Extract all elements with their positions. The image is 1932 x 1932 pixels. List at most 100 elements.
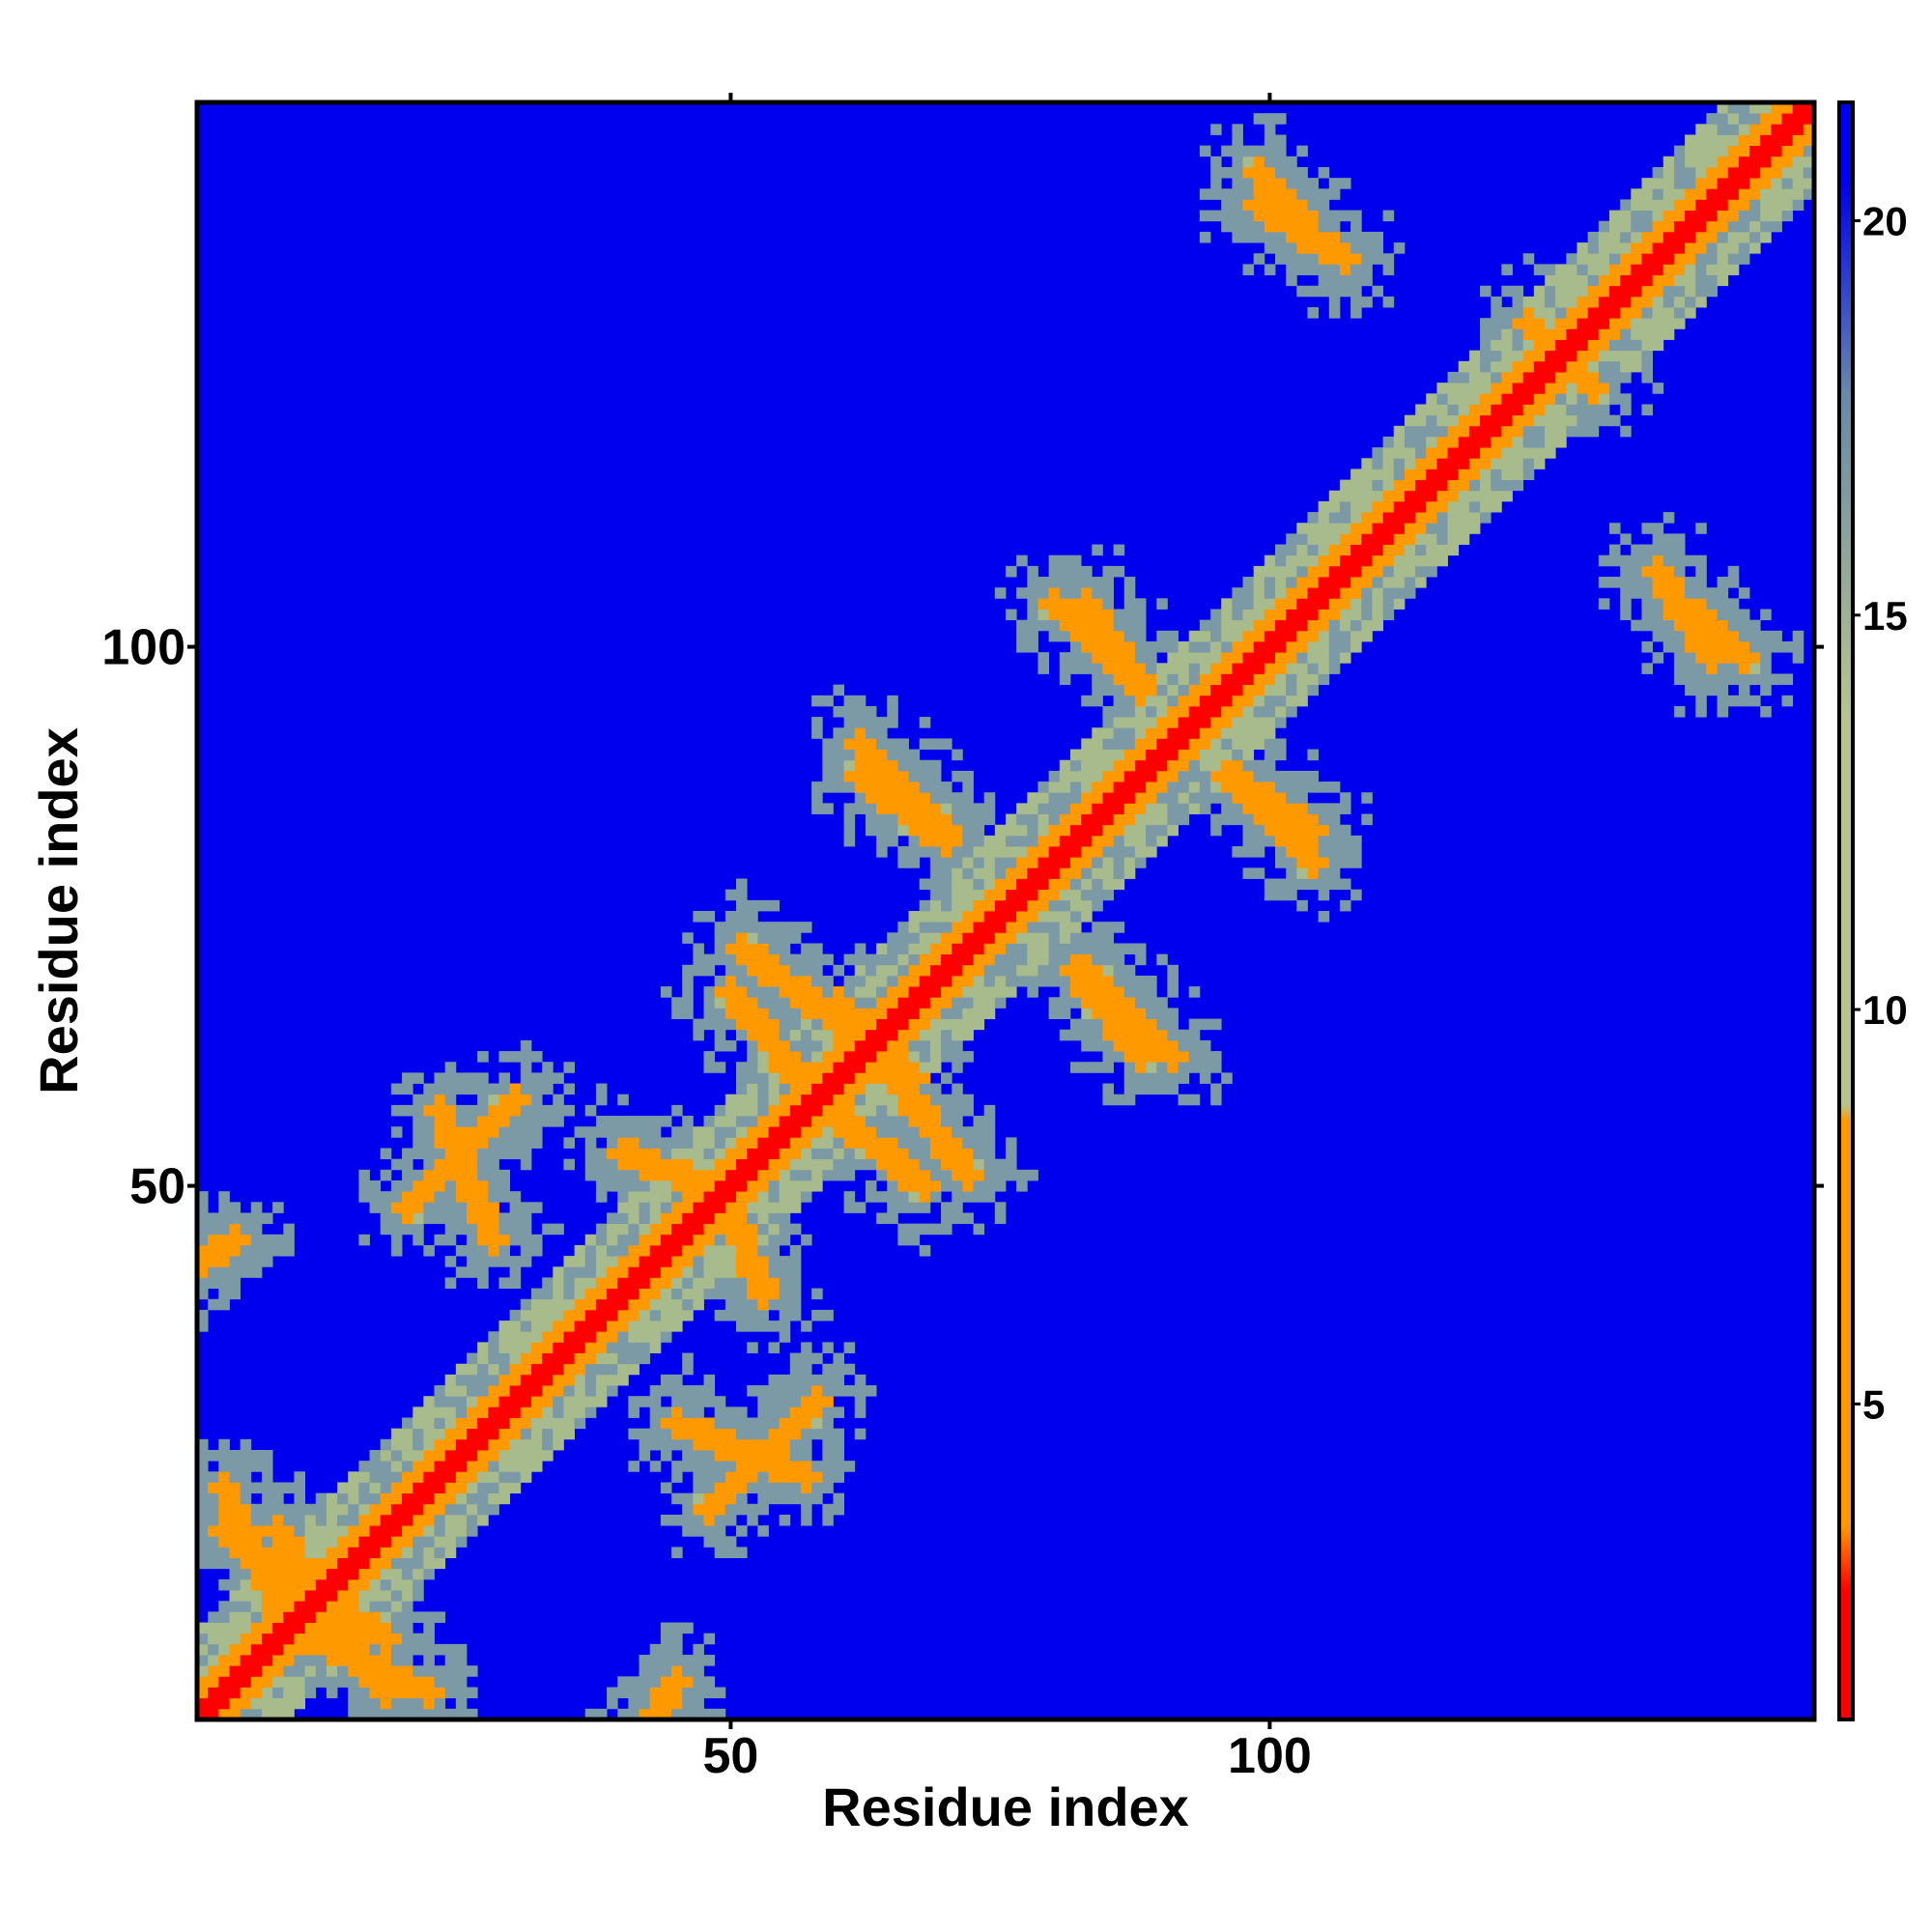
heatmap-cell [897, 1169, 909, 1181]
heatmap-cell [682, 1514, 694, 1526]
heatmap-cell [1468, 372, 1481, 384]
heatmap-cell [789, 1309, 802, 1321]
heatmap-cell [649, 1676, 662, 1688]
heatmap-cell [380, 1687, 392, 1699]
heatmap-cell [584, 1385, 597, 1397]
heatmap-cell [908, 1223, 921, 1236]
heatmap-cell [747, 1428, 758, 1440]
heatmap-cell [1631, 264, 1642, 275]
heatmap-cell [1264, 609, 1276, 621]
heatmap-cell [1232, 587, 1243, 599]
heatmap-cell [488, 1223, 499, 1236]
heatmap-cell [1318, 587, 1330, 599]
heatmap-cell [1339, 846, 1351, 858]
heatmap-cell [887, 1126, 898, 1138]
heatmap-cell [887, 964, 898, 977]
heatmap-cell [843, 1104, 856, 1117]
heatmap-cell [380, 1547, 392, 1558]
heatmap-cell [682, 1126, 694, 1138]
heatmap-cell [509, 1342, 522, 1353]
heatmap-cell [1092, 1018, 1103, 1031]
heatmap-cell [218, 1266, 230, 1278]
heatmap-cell [1522, 328, 1535, 340]
heatmap-cell [402, 1525, 413, 1537]
heatmap-cell [294, 1697, 305, 1710]
heatmap-cell [1048, 813, 1061, 826]
heatmap-cell [1037, 619, 1050, 632]
heatmap-cell [897, 1083, 909, 1095]
heatmap-cell [736, 1298, 748, 1311]
heatmap-cell [477, 1438, 489, 1451]
heatmap-cell [757, 1321, 769, 1332]
heatmap-cell [1210, 1062, 1222, 1073]
x-tick-label: 100 [1228, 1728, 1312, 1784]
heatmap-cell [843, 803, 856, 814]
heatmap-cell [1339, 630, 1351, 642]
heatmap-cell [703, 1417, 716, 1430]
heatmap-cell [1447, 544, 1460, 556]
heatmap-cell [509, 1266, 522, 1278]
heatmap-cell [1069, 997, 1082, 1009]
heatmap-cell [876, 1104, 888, 1117]
heatmap-cell [1781, 156, 1794, 168]
heatmap-cell [1372, 533, 1383, 545]
heatmap-cell [563, 1406, 575, 1418]
heatmap-cell [315, 1665, 327, 1677]
heatmap-cell [952, 953, 963, 966]
heatmap-cell [1253, 565, 1265, 578]
heatmap-cell [1123, 641, 1136, 653]
heatmap-cell [358, 1687, 370, 1699]
heatmap-cell [952, 824, 963, 837]
heatmap-cell [1037, 911, 1050, 923]
heatmap-cell [865, 727, 877, 739]
heatmap-cell [1232, 727, 1243, 739]
heatmap-cell [1253, 113, 1265, 125]
heatmap-cell [1221, 630, 1233, 642]
heatmap-cell [1307, 770, 1320, 782]
heatmap-cell [553, 1352, 564, 1365]
heatmap-cell [1307, 523, 1320, 534]
heatmap-cell [1631, 274, 1642, 287]
heatmap-cell [952, 911, 963, 923]
heatmap-cell [358, 1676, 370, 1688]
heatmap-cell [1307, 554, 1320, 567]
heatmap-cell [1372, 587, 1383, 599]
heatmap-cell [1102, 878, 1114, 891]
heatmap-cell [876, 770, 888, 782]
heatmap-cell [1092, 889, 1103, 901]
heatmap-cell [197, 1536, 209, 1548]
heatmap-cell [617, 1331, 629, 1343]
heatmap-cell [423, 1137, 435, 1149]
heatmap-cell [693, 1655, 704, 1666]
heatmap-cell [1188, 792, 1201, 804]
heatmap-cell [1361, 500, 1373, 513]
heatmap-cell [1685, 609, 1696, 621]
heatmap-cell [369, 1450, 382, 1462]
heatmap-cell [1188, 986, 1201, 998]
heatmap-cell [736, 1029, 748, 1041]
heatmap-cell [833, 1051, 844, 1063]
heatmap-cell [1652, 296, 1664, 308]
heatmap-cell [530, 1450, 543, 1462]
heatmap-cell [779, 1406, 791, 1418]
heatmap-cell [1113, 749, 1125, 761]
heatmap-cell [1232, 609, 1243, 621]
heatmap-cell [1738, 220, 1750, 233]
heatmap-cell [509, 1352, 522, 1365]
heatmap-cell [1069, 598, 1082, 610]
heatmap-cell [369, 1676, 382, 1688]
heatmap-cell [412, 1568, 424, 1580]
heatmap-cell [1123, 1008, 1136, 1019]
heatmap-cell [929, 1062, 942, 1073]
heatmap-cell [1426, 565, 1437, 578]
heatmap-cell [348, 1611, 359, 1623]
heatmap-cell [649, 1234, 662, 1246]
heatmap-cell [876, 738, 888, 750]
heatmap-cell [208, 1665, 219, 1677]
heatmap-cell [779, 1471, 791, 1483]
heatmap-cell [854, 1029, 867, 1041]
heatmap-cell [919, 878, 931, 891]
heatmap-cell [639, 1342, 651, 1353]
heatmap-cell [1307, 188, 1320, 200]
heatmap-cell [1146, 1008, 1157, 1019]
